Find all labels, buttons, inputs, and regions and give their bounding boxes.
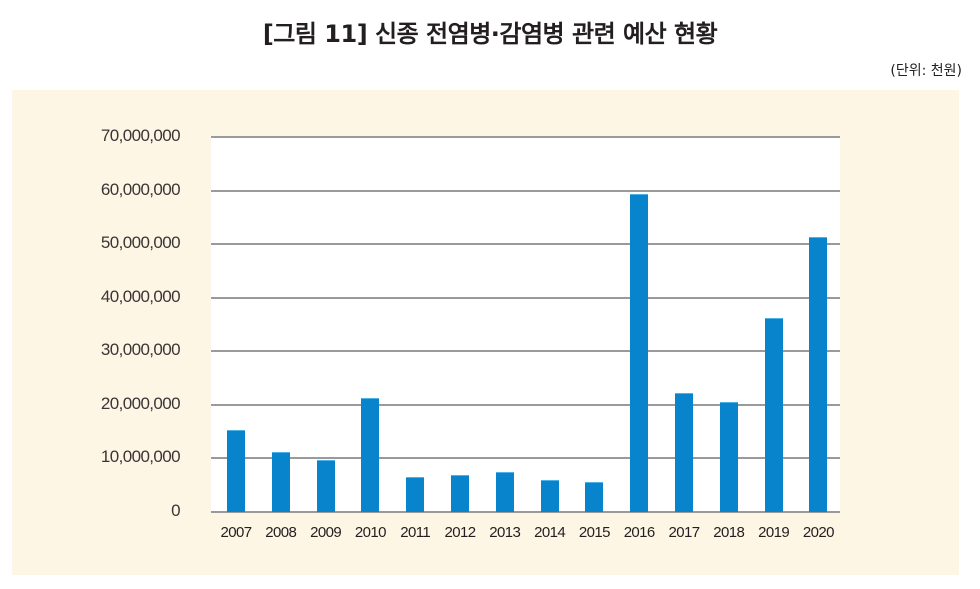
gridline xyxy=(211,296,840,299)
chart-title: [그림 11] 신종 전염병·감염병 관련 예산 현황 xyxy=(262,20,718,48)
x-tick-label: 2015 xyxy=(578,524,611,541)
x-tick-label: 2007 xyxy=(220,524,253,541)
bar-2017 xyxy=(675,393,693,512)
gridline xyxy=(211,457,840,460)
x-tick-label: 2019 xyxy=(758,524,790,541)
x-tick-label: 2013 xyxy=(489,524,521,541)
y-tick-label: 70,000,000 xyxy=(100,126,181,145)
x-tick-label: 2009 xyxy=(310,524,342,541)
y-tick-label: 10,000,000 xyxy=(100,447,181,467)
gridline xyxy=(211,403,840,406)
y-tick-label: 50,000,000 xyxy=(100,233,181,253)
x-tick-label: 2011 xyxy=(400,524,431,541)
bar-2013 xyxy=(495,471,514,512)
y-tick-label: 0 xyxy=(171,501,180,520)
x-tick-label: 2020 xyxy=(802,524,835,541)
y-tick-label: 20,000,000 xyxy=(100,393,181,413)
bar-2014 xyxy=(540,479,559,512)
bar-2019 xyxy=(764,318,783,512)
gridline xyxy=(211,511,840,513)
unit-label: (단위: 천원) xyxy=(890,63,962,79)
x-tick-label: 2012 xyxy=(444,524,477,541)
gridline xyxy=(211,136,840,138)
x-tick-label: 2014 xyxy=(534,524,566,541)
y-tick-label: 60,000,000 xyxy=(100,179,181,199)
bar-2020 xyxy=(809,237,828,512)
y-tick-label: 30,000,000 xyxy=(100,340,181,360)
bar-2016 xyxy=(630,193,649,512)
plot-area xyxy=(211,136,840,513)
x-tick-label: 2010 xyxy=(354,524,387,541)
x-tick-label: 2018 xyxy=(713,524,745,541)
bar-2008 xyxy=(271,452,290,512)
gridline xyxy=(211,350,840,353)
bar-2007 xyxy=(227,430,245,512)
bar-2009 xyxy=(316,460,335,512)
bar-2011 xyxy=(406,477,425,512)
gridline xyxy=(211,243,840,246)
bar-2010 xyxy=(361,397,380,512)
x-tick-label: 2008 xyxy=(265,524,297,541)
gridline xyxy=(211,189,840,192)
bar-2012 xyxy=(451,475,469,512)
y-tick-label: 40,000,000 xyxy=(100,286,181,306)
x-tick-label: 2017 xyxy=(668,524,701,541)
bar-2015 xyxy=(585,482,604,512)
x-tick-label: 2016 xyxy=(623,524,656,541)
bar-2018 xyxy=(719,402,738,512)
